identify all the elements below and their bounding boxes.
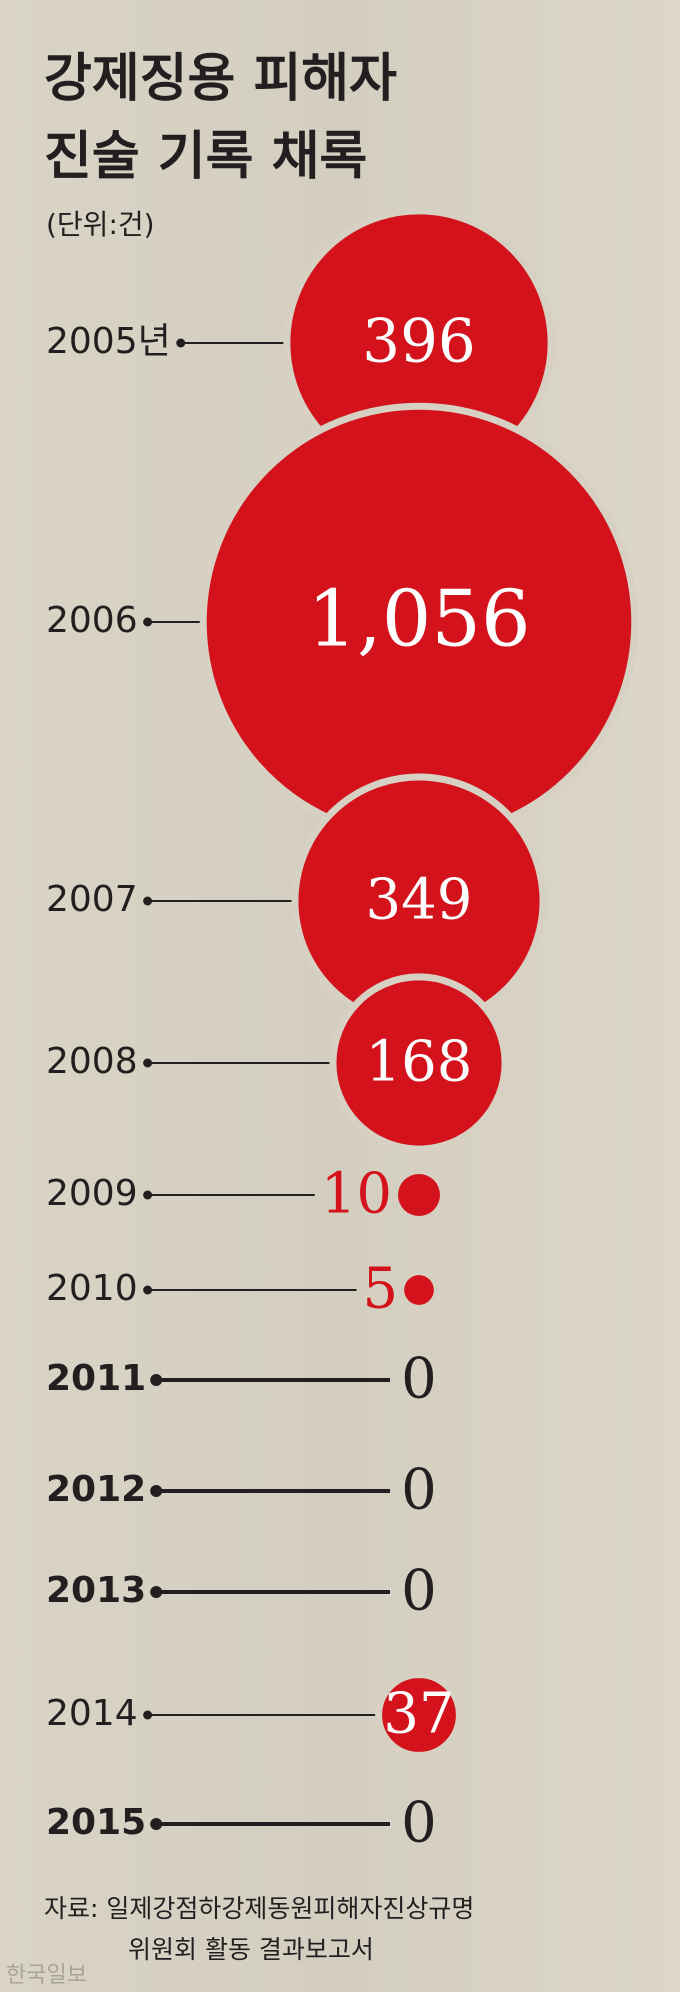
value-label: 10 [321,1162,392,1227]
bubble [398,1174,440,1216]
year-label: 2007 [46,879,138,920]
value-label: 396 [362,308,475,377]
year-label: 2006 [46,600,138,641]
value-label: 0 [401,1791,437,1856]
year-label: 2008 [46,1041,138,1082]
value-label: 5 [363,1257,399,1322]
chart-title: 강제징용 피해자 [44,49,397,109]
year-label: 2015 [46,1802,146,1843]
value-label: 1,056 [307,575,530,665]
bubble [375,1671,463,1759]
bubble [329,973,509,1153]
credit: 한국일보 [6,1963,87,1988]
value-label: 349 [366,868,473,933]
year-label: 2013 [46,1570,146,1611]
year-label: 2010 [46,1268,138,1309]
bubble [404,1275,434,1305]
value-label: 168 [366,1030,473,1095]
source: 자료: 일제강점하강제동원피해자진상규명 [44,1894,474,1923]
source: 위원회 활동 결과보고서 [128,1935,374,1964]
value-label: 37 [383,1682,454,1747]
year-label: 2014 [46,1693,138,1734]
year-label: 2009 [46,1173,138,1214]
value-label: 0 [401,1559,437,1624]
chart-title: 진술 기록 채록 [44,127,367,187]
year-label: 2005년 [46,321,171,362]
unit-note: (단위:건) [46,208,155,241]
value-label: 0 [401,1458,437,1523]
year-label: 2012 [46,1469,146,1510]
year-label: 2011 [46,1358,146,1399]
value-label: 0 [401,1347,437,1412]
